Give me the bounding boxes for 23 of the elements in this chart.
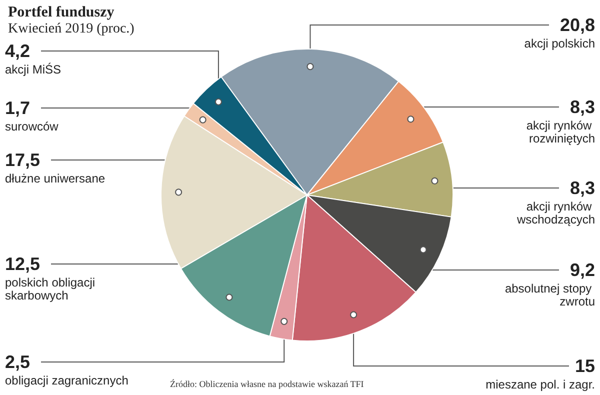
data-label: 15	[574, 356, 595, 376]
data-label: 8,3	[570, 97, 595, 117]
slice-label: absolutnej stopy zwrotu	[504, 282, 595, 308]
chart-subtitle: Kwiecień 2019 (proc.)	[8, 22, 135, 36]
chart-title: Portfel funduszy	[8, 4, 115, 20]
slice-label: akcji rynków rozwiniętych	[526, 118, 595, 146]
data-label: 2,5	[5, 352, 30, 372]
data-label: 17,5	[5, 150, 40, 170]
slice-label: mieszane pol. i zagr.	[486, 378, 595, 392]
data-label: 4,2	[5, 41, 30, 61]
data-label: 9,2	[570, 260, 595, 280]
text: Źródło: Obliczenia własne na podstawie wskazań TFI	[170, 379, 364, 389]
data-label: 20,8	[560, 15, 595, 35]
slice-label: dłużne uniwersane	[5, 172, 106, 186]
slice-label: akcji rynków wschodzących	[516, 200, 595, 226]
slice-label: obligacji zagranicznych	[5, 374, 128, 388]
slice-label: akcji polskich	[524, 36, 595, 50]
data-label: 8,3	[570, 178, 595, 198]
slice-label: surowców	[5, 120, 59, 134]
slice-label: polskich obligacji skarbowych	[5, 276, 98, 302]
slice-label: akcji MiŚS	[5, 62, 62, 76]
data-label: 12,5	[5, 254, 40, 274]
data-label: 1,7	[5, 98, 30, 118]
